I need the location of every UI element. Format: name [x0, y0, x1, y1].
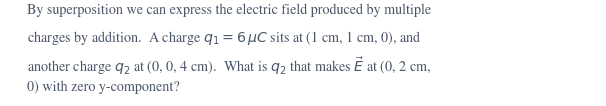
Text: another charge $q_2$ at (0, 0, 4 cm).  What is $q_2$ that makes $\vec{E}$ at (0,: another charge $q_2$ at (0, 0, 4 cm). Wh… — [27, 55, 431, 77]
Text: By superposition we can express the electric field produced by multiple: By superposition we can express the elec… — [27, 3, 431, 17]
Text: 0) with zero y-component?: 0) with zero y-component? — [27, 81, 180, 94]
Text: charges by addition.  A charge $q_1 = 6\,\mu C$ sits at (1 cm, 1 cm, 0), and: charges by addition. A charge $q_1 = 6\,… — [27, 29, 422, 47]
